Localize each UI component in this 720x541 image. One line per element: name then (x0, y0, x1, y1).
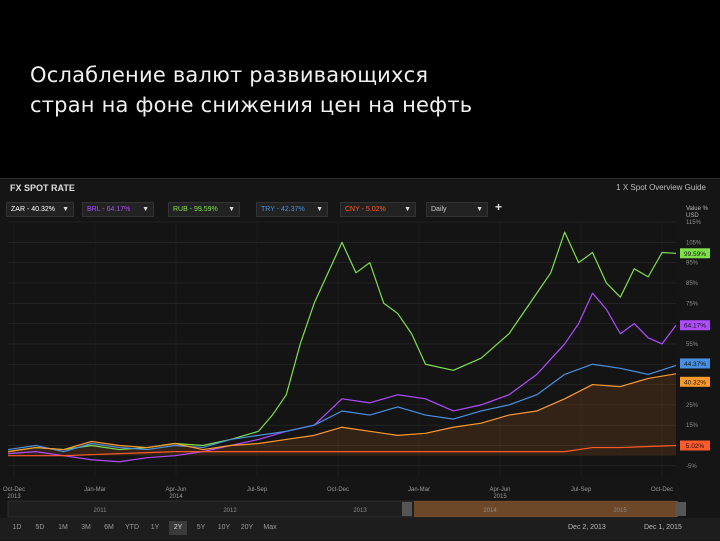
x-tick-label: Jul-Sep (571, 487, 592, 493)
range-button-max[interactable]: Max (263, 524, 277, 531)
series-zar-area (8, 373, 676, 456)
y-axis-title: Value % (686, 206, 709, 212)
end-label-brl: 64.17% (684, 323, 706, 330)
end-label-zar: 40.32% (684, 379, 706, 386)
chevron-down-icon: ▼ (228, 206, 235, 213)
y-tick-label: 85% (686, 281, 699, 287)
range-button-2y[interactable]: 2Y (169, 521, 187, 535)
selector-cny-label: CNY - 5.02% (345, 206, 386, 213)
y-tick-label: 75% (686, 301, 699, 307)
y-tick-label: 115% (686, 220, 702, 226)
range-button-5y[interactable]: 5Y (196, 524, 206, 531)
chevron-down-icon: ▼ (316, 206, 323, 213)
navigator-year-label: 2011 (94, 508, 108, 514)
navigator-year-label: 2014 (483, 508, 497, 514)
series-line-zar (7, 373, 677, 453)
range-button-3m[interactable]: 3M (81, 524, 91, 531)
navigator-year-label: 2013 (353, 508, 367, 514)
x-tick-year: 2015 (493, 494, 507, 500)
range-button-10y[interactable]: 10Y (217, 524, 231, 531)
range-button-1y[interactable]: 1Y (150, 524, 160, 531)
overview-guide-link[interactable]: 1 X Spot Overview Guide (616, 183, 706, 192)
end-date[interactable]: Dec 1, 2015 (644, 524, 682, 531)
x-tick-year: 2014 (169, 494, 183, 500)
y-tick-label: -5% (686, 464, 697, 470)
selector-zar-label: ZAR - 40.32% (11, 206, 55, 213)
x-tick-label: Oct-Dec (651, 487, 673, 493)
end-label-box-cny (680, 440, 710, 451)
selector-try[interactable]: TRY - 42.37% ▼ (256, 202, 328, 217)
panel-header: FX SPOT RATE (10, 183, 75, 193)
series-line-try (7, 363, 677, 453)
selector-cny[interactable]: CNY - 5.02% ▼ (340, 202, 416, 217)
y-tick-label: 95% (686, 261, 699, 267)
frequency-select[interactable]: Daily ▼ (426, 202, 488, 217)
x-tick-year: 2013 (7, 494, 21, 500)
navigator-selection (414, 501, 678, 517)
range-button-1d[interactable]: 1D (12, 524, 22, 531)
y-axis-title-unit: USD (686, 213, 699, 219)
chevron-down-icon: ▼ (476, 206, 483, 213)
selector-brl[interactable]: BRL - 64.17% ▼ (82, 202, 154, 217)
range-button-5d[interactable]: 5D (35, 524, 45, 531)
end-label-box-rub (680, 248, 710, 259)
end-label-try: 44.37% (684, 361, 706, 368)
series-line-cny (8, 444, 677, 457)
x-tick-label: Apr-Jun (165, 487, 186, 493)
x-tick-label: Oct-Dec (327, 487, 349, 493)
slide-title-line-2: стран на фоне снижения цен на нефть (30, 93, 473, 117)
series-line-brl (7, 292, 677, 463)
end-label-box-zar (680, 376, 710, 387)
selector-try-label: TRY - 42.37% (261, 206, 305, 213)
navigator-year-label: 2012 (223, 508, 237, 514)
selector-rub[interactable]: RUB - 99.59% ▼ (168, 202, 240, 217)
chevron-down-icon: ▼ (142, 206, 149, 213)
plot-area (8, 222, 676, 476)
range-button-ytd[interactable]: YTD (125, 524, 139, 531)
range-button-20y[interactable]: 20Y (240, 524, 254, 531)
end-label-box-try (680, 358, 710, 369)
x-tick-label: Oct-Dec (3, 487, 25, 493)
y-tick-label: 105% (686, 240, 702, 246)
x-tick-label: Jan-Mar (84, 487, 106, 493)
x-tick-label: Jan-Mar (408, 487, 430, 493)
end-label-box-brl (680, 320, 710, 331)
selector-brl-label: BRL - 64.17% (87, 206, 131, 213)
selector-rub-label: RUB - 99.59% (173, 206, 218, 213)
end-label-cny: 5.02% (686, 443, 705, 450)
y-tick-label: 15% (686, 423, 699, 429)
selector-zar[interactable]: ZAR - 40.32% ▼ (6, 202, 74, 217)
range-button-1m[interactable]: 1M (58, 524, 68, 531)
navigator-handle-left (402, 502, 412, 516)
y-tick-label: 55% (686, 342, 699, 348)
range-button-6m[interactable]: 6M (104, 524, 114, 531)
slide-title: Ослабление валют развивающихся стран на … (30, 60, 650, 120)
slide-title-line-1: Ослабление валют развивающихся (30, 63, 429, 87)
chevron-down-icon: ▼ (62, 206, 69, 213)
add-series-button[interactable]: + (495, 200, 503, 214)
start-date[interactable]: Dec 2, 2013 (568, 524, 606, 531)
navigator-year-label: 2015 (613, 508, 627, 514)
end-label-rub: 99.59% (684, 251, 706, 258)
x-tick-label: Jul-Sep (247, 487, 268, 493)
chevron-down-icon: ▼ (404, 206, 411, 213)
navigator-handle-right (676, 502, 686, 516)
x-tick-label: Apr-Jun (489, 487, 510, 493)
frequency-label: Daily (431, 206, 447, 213)
y-tick-label: 25% (686, 403, 699, 409)
